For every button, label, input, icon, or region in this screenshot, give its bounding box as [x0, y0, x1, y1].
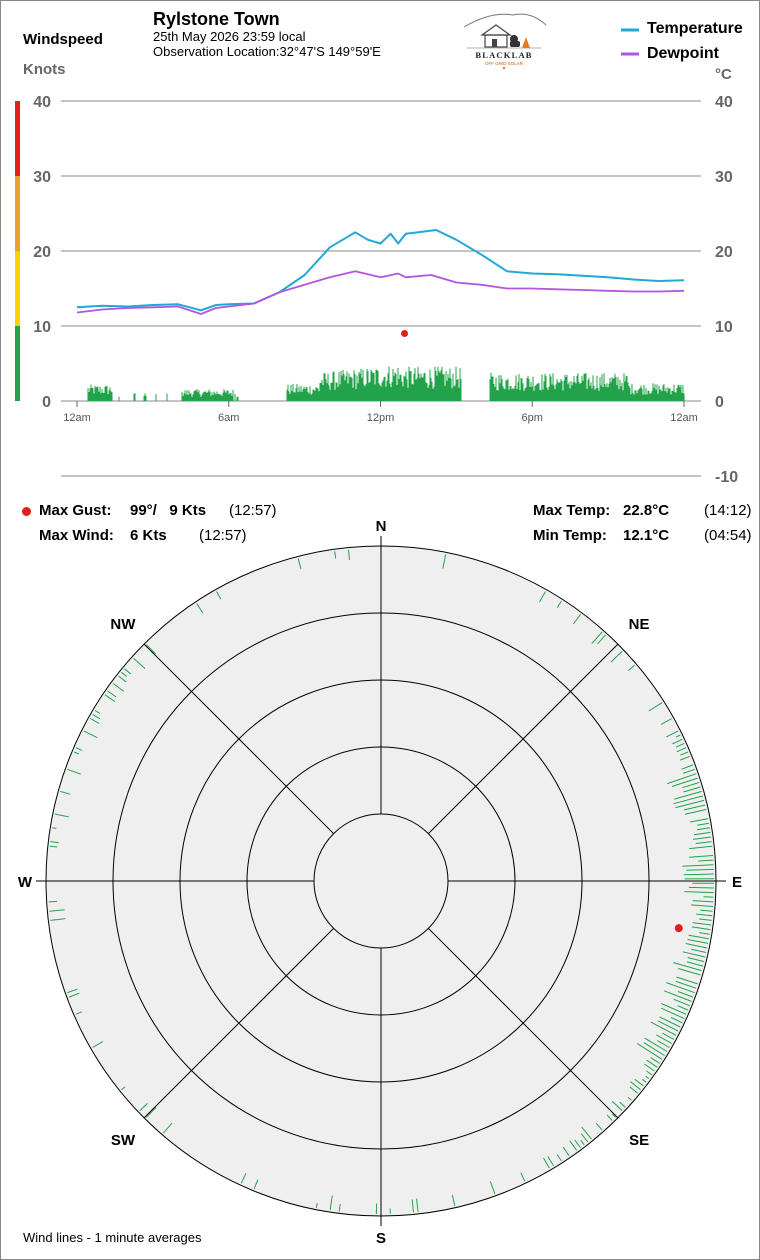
min-temp-time: (04:54): [704, 527, 752, 544]
polar-wind-lines-path: [48, 549, 715, 1215]
y-right-tick-label: 40: [715, 94, 733, 111]
direction-label: NE: [629, 616, 650, 633]
station-title: Rylstone Town: [153, 9, 280, 29]
y-left-tick-label: 40: [33, 94, 51, 111]
svg-text:BLACKLAB: BLACKLAB: [475, 50, 532, 60]
y-right-tick-label: 10: [715, 319, 733, 336]
y-left-tick-label: 0: [42, 394, 51, 411]
temperature-series-lines: [76, 229, 685, 315]
direction-label: SW: [111, 1132, 136, 1149]
max-temp-time: (14:12): [704, 502, 752, 519]
x-tick-label: 12pm: [367, 412, 395, 424]
y-left-tick-label: 10: [33, 319, 51, 336]
temperature-line: [76, 229, 685, 312]
max-gust-time: (12:57): [229, 502, 277, 519]
wind-speed-bars: [87, 366, 685, 401]
max-wind-value: 6 Kts: [130, 527, 167, 544]
y-axis-right-labels: -10 0 10 20 30 40: [715, 94, 738, 486]
max-temp-value: 22.8°C: [623, 502, 670, 519]
dewpoint-line: [76, 270, 685, 315]
x-tick-label: 12am: [670, 412, 698, 424]
y-axis-left-labels: 0 10 20 30 40: [33, 94, 51, 411]
y-left-tick-label: 30: [33, 169, 51, 186]
direction-label: SE: [629, 1132, 649, 1149]
legend-dewpoint-label: Dewpoint: [647, 45, 719, 62]
direction-label: E: [732, 874, 742, 891]
max-gust-value: 99°/ 9 Kts: [130, 502, 207, 519]
y-right-tick-label: 30: [715, 169, 733, 186]
celsius-unit-label: °C: [715, 66, 732, 83]
polar-spoke: [143, 928, 334, 1119]
windspeed-title: Windspeed: [23, 31, 103, 48]
speed-scale-green: [15, 326, 20, 401]
max-temp-label: Max Temp:: [533, 502, 611, 519]
x-tick-label: 6pm: [522, 412, 543, 424]
gust-bullet-icon: [22, 507, 31, 516]
polar-direction-labels: N NE E SE S SW W NW: [18, 518, 742, 1247]
polar-spoke: [428, 928, 619, 1119]
observation-location: Observation Location:32°47'S 149°59'E: [153, 44, 381, 59]
min-temp-label: Min Temp:: [533, 527, 607, 544]
wind-speed-bars-path: [87, 366, 685, 401]
footer-note: Wind lines - 1 minute averages: [23, 1230, 202, 1245]
max-gust-label: Max Gust:: [39, 502, 112, 519]
polar-wind-lines: [48, 549, 715, 1215]
y-right-tick-label: 0: [715, 394, 724, 411]
blacklab-logo: BLACKLAB OFF GRID SOLAR: [463, 13, 547, 70]
direction-label: N: [376, 518, 387, 535]
speed-scale-red: [15, 101, 20, 176]
knots-unit-label: Knots: [23, 61, 66, 78]
max-gust-marker: [401, 330, 409, 337]
max-wind-label: Max Wind:: [39, 527, 114, 544]
max-wind-time: (12:57): [199, 527, 247, 544]
polar-spoke: [428, 643, 619, 834]
direction-label: S: [376, 1230, 386, 1247]
speed-scale-yellow: [15, 251, 20, 326]
polar-gust-marker: [674, 924, 683, 933]
observation-datetime: 25th May 2026 23:59 local: [153, 29, 306, 44]
min-temp-value: 12.1°C: [623, 527, 670, 544]
y-right-tick-label: 20: [715, 244, 733, 261]
polar-spoke: [143, 643, 334, 834]
x-tick-label: 6am: [218, 412, 239, 424]
x-tick-label: 12am: [63, 412, 91, 424]
y-left-tick-label: 20: [33, 244, 51, 261]
direction-label: W: [18, 874, 33, 891]
polar-direction-spokes: [36, 536, 726, 1226]
y-right-tick-label: -10: [715, 469, 738, 486]
direction-label: NW: [110, 616, 136, 633]
x-axis-ticks: 12am 6am 12pm 6pm 12am: [63, 401, 698, 424]
speed-scale-orange: [15, 176, 20, 251]
legend-temperature-label: Temperature: [647, 20, 743, 37]
svg-text:OFF GRID SOLAR: OFF GRID SOLAR: [485, 61, 524, 66]
